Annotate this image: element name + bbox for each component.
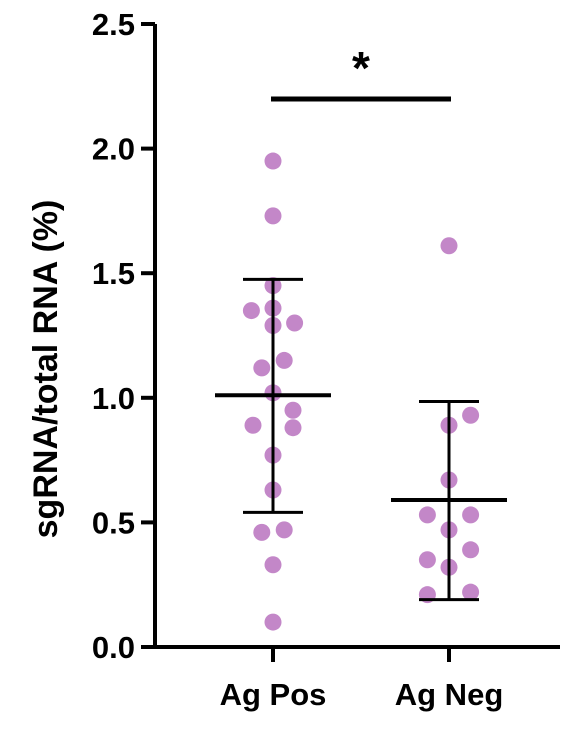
x-category-labels: Ag Pos Ag Neg (220, 647, 504, 712)
data-point (462, 541, 480, 559)
data-point (462, 406, 480, 424)
x-category-label: Ag Pos (220, 677, 327, 712)
data-point (418, 551, 436, 569)
data-point (440, 237, 458, 255)
data-point (264, 556, 282, 574)
axes (153, 24, 560, 649)
y-tick-label: 2.5 (92, 7, 135, 42)
x-category-label: Ag Neg (395, 677, 504, 712)
data-point (275, 521, 293, 539)
data-point (462, 583, 480, 601)
data-points (242, 152, 480, 631)
y-tick-label: 0.0 (92, 630, 135, 665)
y-tick-label: 0.5 (92, 505, 135, 540)
y-ticks: 0.0 0.5 1.0 1.5 2.0 2.5 (92, 7, 155, 665)
data-point (253, 523, 271, 541)
significance-annotation: * (271, 42, 451, 102)
data-point (242, 302, 260, 320)
data-point (264, 152, 282, 170)
y-axis-title: sgRNA/total RNA (%) (27, 200, 65, 539)
data-point (462, 506, 480, 524)
data-point (418, 506, 436, 524)
y-tick-label: 1.5 (92, 256, 135, 291)
data-point (264, 207, 282, 225)
data-point (286, 314, 304, 332)
data-point (284, 419, 302, 437)
mean-sd-bars (215, 277, 507, 602)
data-point (244, 416, 262, 434)
y-tick-label: 2.0 (92, 132, 135, 167)
data-point (264, 613, 282, 631)
data-point (275, 351, 293, 369)
data-point (284, 401, 302, 419)
data-point (253, 359, 271, 377)
significance-star: * (352, 42, 370, 94)
y-tick-label: 1.0 (92, 381, 135, 416)
